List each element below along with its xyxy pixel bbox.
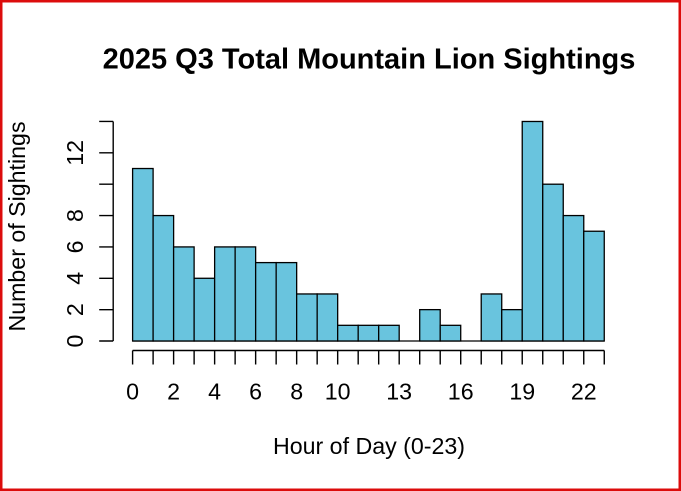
svg-text:8: 8 [62, 209, 88, 222]
svg-text:22: 22 [571, 379, 597, 405]
svg-text:8: 8 [290, 379, 303, 405]
svg-text:Hour of Day (0-23): Hour of Day (0-23) [273, 433, 465, 459]
svg-text:2: 2 [62, 303, 88, 316]
svg-text:4: 4 [208, 379, 221, 405]
svg-text:6: 6 [62, 240, 88, 253]
svg-text:19: 19 [509, 379, 535, 405]
svg-text:4: 4 [62, 272, 88, 285]
svg-text:12: 12 [62, 140, 88, 166]
svg-text:13: 13 [386, 379, 412, 405]
svg-text:2025 Q3 Total Mountain Lion Si: 2025 Q3 Total Mountain Lion Sightings [103, 44, 636, 76]
svg-text:0: 0 [126, 379, 139, 405]
svg-text:2: 2 [167, 379, 180, 405]
svg-text:6: 6 [249, 379, 262, 405]
svg-text:10: 10 [325, 379, 351, 405]
svg-text:0: 0 [62, 335, 88, 348]
svg-text:16: 16 [448, 379, 474, 405]
svg-text:Number of Sightings: Number of Sightings [4, 121, 30, 331]
